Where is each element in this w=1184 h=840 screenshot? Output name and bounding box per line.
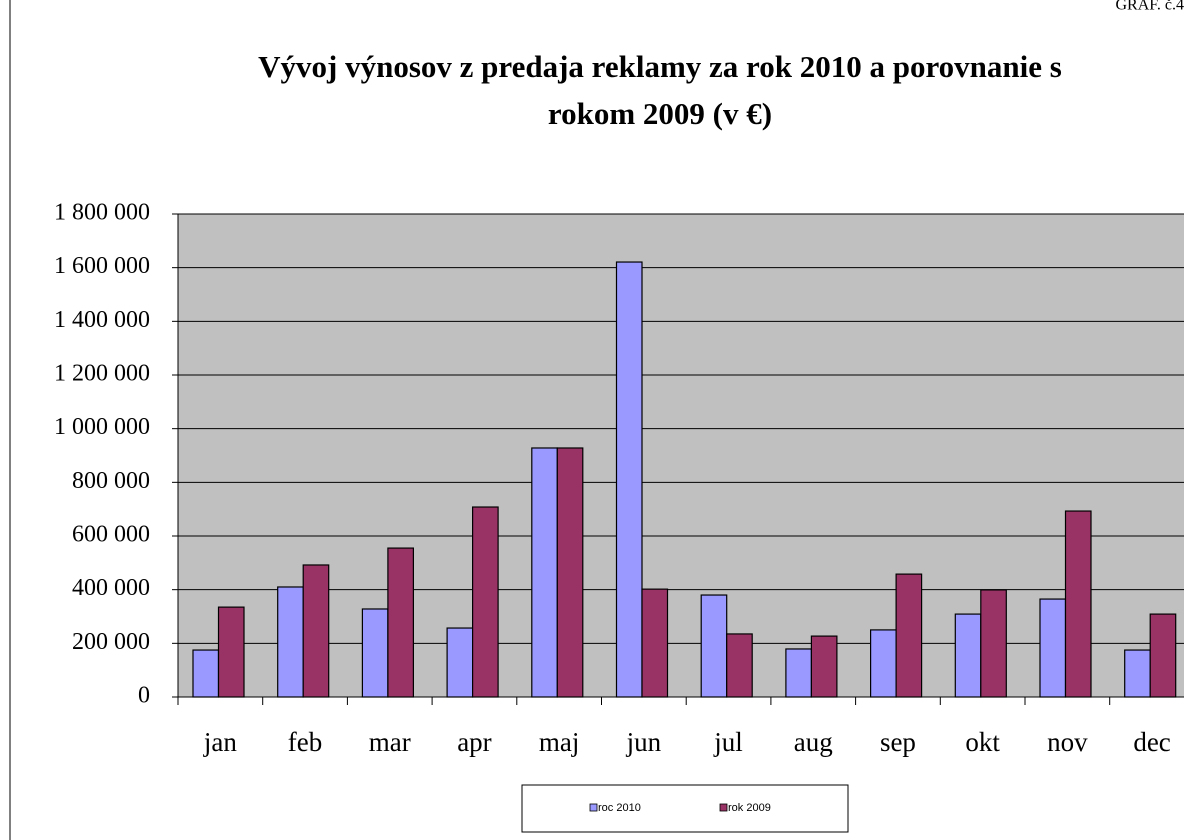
x-tick-label: mar xyxy=(369,727,411,757)
chart-header: GRAF. č.4 xyxy=(1116,0,1184,14)
plot-area xyxy=(178,214,1184,697)
bar xyxy=(1064,510,1092,698)
legend-swatch xyxy=(719,803,728,812)
x-tick-label: feb xyxy=(288,727,322,757)
bar xyxy=(1124,649,1151,698)
x-tick-label: aug xyxy=(794,727,833,757)
x-tick-label: sep xyxy=(880,727,916,757)
x-tick-label: okt xyxy=(965,727,1000,757)
bar xyxy=(361,608,389,698)
bar xyxy=(954,613,982,698)
x-tick-label: nov xyxy=(1047,727,1088,757)
bar xyxy=(810,635,838,698)
x-tick-label: dec xyxy=(1133,727,1170,757)
x-tick-label: apr xyxy=(457,727,491,757)
y-tick-label: 200 000 xyxy=(72,629,150,655)
y-tick-label: 1 200 000 xyxy=(54,361,150,387)
legend-label: roc 2010 xyxy=(598,802,641,814)
y-tick-label: 800 000 xyxy=(72,468,150,494)
y-tick-label: 1 400 000 xyxy=(54,307,150,333)
x-tick-label: jun xyxy=(626,727,662,757)
y-tick-label: 1 800 000 xyxy=(54,200,150,226)
bar xyxy=(980,589,1007,698)
x-tick-label: maj xyxy=(539,727,580,757)
y-tick-label: 600 000 xyxy=(72,522,150,548)
legend-box xyxy=(521,784,849,833)
legend-label: rok 2009 xyxy=(728,802,771,814)
bar xyxy=(1039,598,1067,698)
x-tick-label: jan xyxy=(203,727,237,757)
bar xyxy=(869,629,897,698)
bar xyxy=(615,261,643,698)
bar xyxy=(217,606,245,698)
bar xyxy=(726,633,753,698)
y-tick-label: 0 xyxy=(138,683,150,709)
bar xyxy=(446,627,474,698)
bar xyxy=(531,447,558,698)
bar xyxy=(1149,613,1177,698)
chart-title: Vývoj výnosov z predaja reklamy za rok 2… xyxy=(258,49,1062,84)
bar xyxy=(641,588,669,698)
bar xyxy=(895,573,923,698)
bar xyxy=(192,649,220,698)
y-tick-label: 1 600 000 xyxy=(54,253,150,279)
bar xyxy=(700,594,728,698)
bar xyxy=(785,648,813,698)
bar xyxy=(472,506,499,698)
bar xyxy=(556,447,584,698)
bar xyxy=(277,586,304,698)
y-tick-label: 400 000 xyxy=(72,575,150,601)
chart-title: rokom 2009 (v €) xyxy=(548,96,772,131)
bar xyxy=(387,547,414,698)
x-tick-label: jul xyxy=(713,727,743,757)
legend-swatch xyxy=(589,803,598,812)
y-tick-label: 1 000 000 xyxy=(54,414,150,440)
bar xyxy=(302,564,330,698)
